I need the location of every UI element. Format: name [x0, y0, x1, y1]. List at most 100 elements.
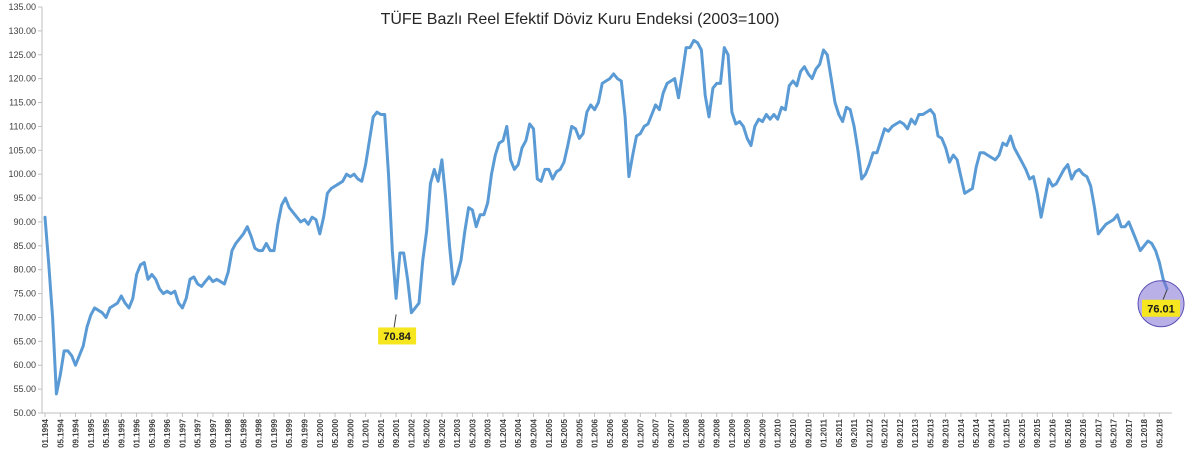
- x-tick-label: 01.2003: [453, 418, 462, 447]
- x-tick-label: 09.2009: [758, 418, 767, 447]
- callout-leader: [1162, 289, 1168, 300]
- x-tick-label: 01.1994: [41, 418, 50, 447]
- y-tick-label: 135.00: [8, 2, 36, 12]
- y-tick-label: 110.00: [9, 121, 36, 131]
- x-tick-label: 05.2016: [1064, 418, 1073, 447]
- x-tick-label: 05.2011: [835, 418, 844, 447]
- y-tick-label: 70.00: [13, 312, 36, 322]
- x-tick-label: 01.2008: [682, 418, 691, 447]
- x-tick-label: 09.2015: [1033, 418, 1042, 447]
- x-tick-label: 05.2007: [652, 418, 661, 447]
- y-tick-label: 85.00: [13, 241, 36, 251]
- x-tick-label: 09.2016: [1079, 418, 1088, 447]
- x-tick-label: 09.2010: [804, 418, 813, 447]
- x-tick-label: 01.1996: [133, 418, 142, 447]
- x-tick-label: 01.1999: [270, 418, 279, 447]
- x-tick-label: 05.2017: [1110, 418, 1119, 447]
- y-axis: 50.00 55.00 60.00 65.00 70.00 75.00 80.00 85.00…: [8, 2, 43, 418]
- x-tick-label: 05.2010: [789, 418, 798, 447]
- x-tick-label: 05.2009: [743, 418, 752, 447]
- x-tick-label: 09.2001: [392, 418, 401, 447]
- callout-leader: [393, 314, 397, 328]
- x-tick-label: 01.2004: [499, 418, 508, 447]
- x-tick-label: 09.1996: [163, 418, 172, 447]
- x-tick-label: 01.2013: [911, 418, 920, 447]
- x-tick-label: 09.2007: [667, 418, 676, 447]
- x-tick-label: 09.2008: [713, 418, 722, 447]
- y-tick-label: 120.00: [8, 74, 36, 84]
- x-tick-label: 05.2006: [606, 418, 615, 447]
- x-tick-label: 01.1995: [87, 418, 96, 447]
- x-tick-label: 01.2017: [1094, 418, 1103, 447]
- x-tick-label: 05.2012: [881, 418, 890, 447]
- x-tick-label: 01.2011: [820, 418, 829, 447]
- x-tick-label: 01.2000: [316, 418, 325, 447]
- x-tick-label: 01.2018: [1140, 418, 1149, 447]
- y-tick-label: 95.00: [13, 193, 36, 203]
- x-tick-label: 05.2014: [972, 418, 981, 447]
- y-tick-label: 125.00: [8, 50, 36, 60]
- x-tick-label: 01.2002: [407, 418, 416, 447]
- callout-label-min-2001: 70.84: [383, 331, 411, 343]
- x-tick-label: 05.1996: [148, 418, 157, 447]
- x-tick-label: 05.2002: [423, 418, 432, 447]
- x-tick-label: 09.1998: [255, 418, 264, 447]
- x-tick-label: 09.1997: [209, 418, 218, 447]
- x-tick-label: 01.2015: [1003, 418, 1012, 447]
- x-tick-label: 09.2000: [346, 418, 355, 447]
- callout-box: [1142, 299, 1180, 317]
- x-tick-label: 01.2009: [728, 418, 737, 447]
- x-tick-label: 09.2006: [621, 418, 630, 447]
- x-tick-label: 09.1995: [117, 418, 126, 447]
- chart-title: TÜFE Bazlı Reel Efektif Döviz Kuru Endek…: [381, 10, 780, 28]
- x-tick-label: 09.2003: [484, 418, 493, 447]
- x-tick-label: 09.2011: [850, 418, 859, 447]
- x-tick-label: 05.1994: [56, 418, 65, 447]
- x-tick-label: 05.2018: [1155, 418, 1164, 447]
- x-tick-label: 01.2001: [362, 418, 371, 447]
- x-tick-label: 05.2005: [560, 418, 569, 447]
- x-tick-label: 09.1999: [301, 418, 310, 447]
- y-tick-label: 130.00: [8, 26, 36, 36]
- x-tick-label: 05.2000: [331, 418, 340, 447]
- callout-label-last: 76.01: [1147, 303, 1175, 315]
- x-tick-label: 09.2017: [1125, 418, 1134, 447]
- y-tick-label: 90.00: [13, 217, 36, 227]
- x-tick-label: 01.1998: [224, 418, 233, 447]
- y-tick-label: 100.00: [8, 169, 36, 179]
- x-tick-label: 05.1998: [239, 418, 248, 447]
- x-tick-label: 09.2013: [942, 418, 951, 447]
- x-tick-label: 05.1995: [102, 418, 111, 447]
- series-line: [43, 38, 1169, 396]
- x-tick-label: 05.2015: [1018, 418, 1027, 447]
- x-tick-label: 05.1997: [194, 418, 203, 447]
- x-tick-label: 05.1999: [285, 418, 294, 447]
- x-tick-label: 09.2005: [575, 418, 584, 447]
- y-tick-label: 115.00: [9, 98, 36, 108]
- x-tick-label: 01.2010: [774, 418, 783, 447]
- x-tick-label: 09.2012: [896, 418, 905, 447]
- x-tick-label: 09.1994: [72, 418, 81, 447]
- x-tick-label: 09.2014: [987, 418, 996, 447]
- y-tick-label: 50.00: [13, 408, 36, 418]
- x-tick-label: 05.2003: [468, 418, 477, 447]
- x-tick-label: 05.2001: [377, 418, 386, 447]
- x-tick-label: 05.2008: [697, 418, 706, 447]
- x-tick-label: 01.2007: [636, 418, 645, 447]
- y-tick-label: 75.00: [13, 289, 36, 299]
- series-layer: [43, 38, 1169, 396]
- y-tick-label: 60.00: [13, 360, 36, 370]
- y-tick-label: 55.00: [13, 384, 36, 394]
- x-tick-label: 01.2014: [957, 418, 966, 447]
- x-tick-label: 09.2002: [438, 418, 447, 447]
- annotation-layer: 70.84 76.01: [378, 280, 1185, 345]
- callout-box: [378, 327, 417, 345]
- x-tick-label: 01.2006: [591, 418, 600, 447]
- y-tick-label: 105.00: [8, 145, 36, 155]
- x-tick-label: 09.2004: [529, 418, 538, 447]
- x-tick-label: 01.2016: [1049, 418, 1058, 447]
- x-tick-label: 01.2005: [545, 418, 554, 447]
- x-tick-label: 05.2013: [926, 418, 935, 447]
- x-axis: 01.1994 05.1994 09.1994 01.1995 05.1995 09.19…: [41, 412, 1172, 448]
